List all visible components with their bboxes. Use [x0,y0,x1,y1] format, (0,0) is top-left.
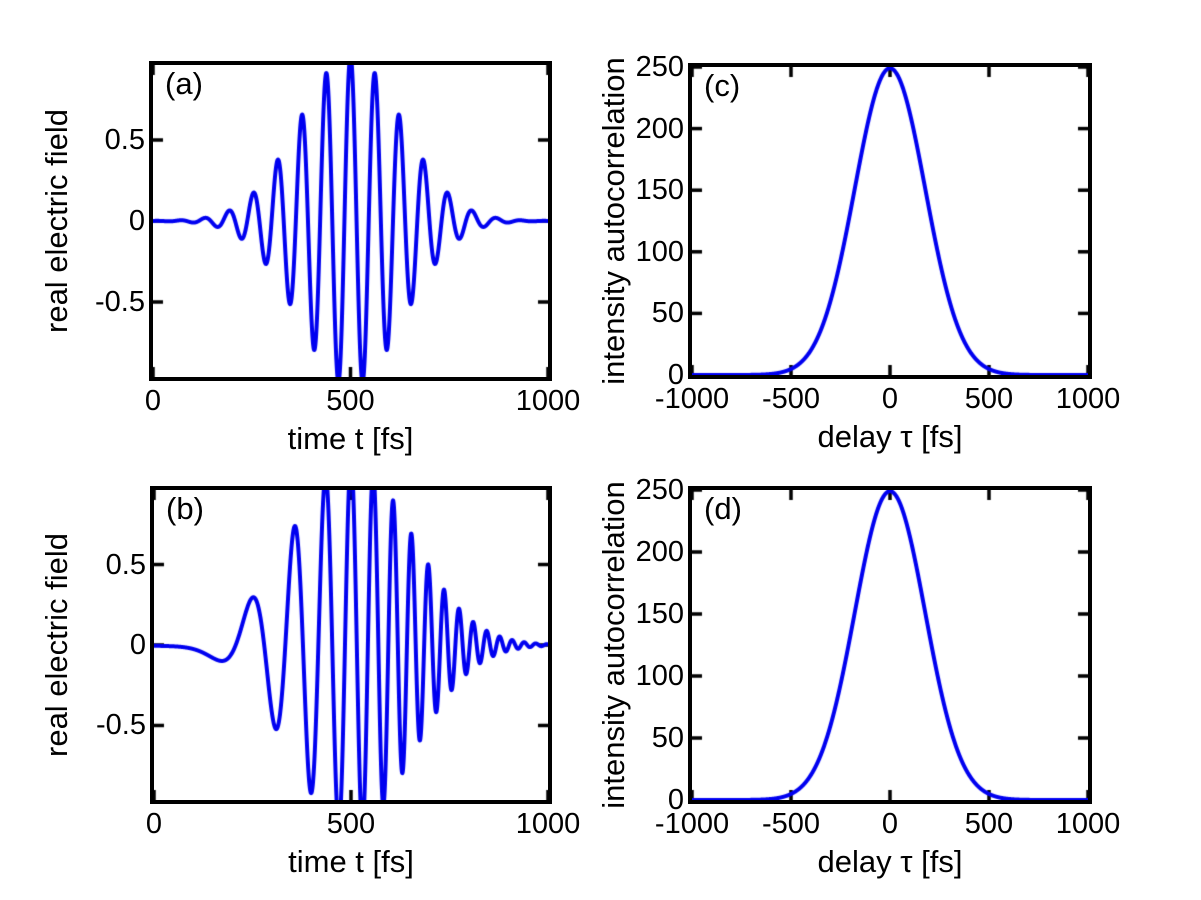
y-tick-label: 150 [635,598,684,630]
y-tick-label: 50 [651,297,684,330]
y-tick-label: 250 [635,51,684,83]
x-tick-label: 0 [145,808,163,840]
y-axis-label: intensity autocorrelation [596,481,631,809]
plot-canvas-a [153,65,548,377]
x-axis-label: delay τ [fs] [817,844,963,879]
panel-a: (a) time t [fs] real electric field 0 500… [39,61,580,456]
y-tick-label: 0 [667,359,684,391]
x-tick-label: -1000 [654,808,730,840]
x-tick-label: 500 [326,385,375,417]
y-tick-label: 250 [635,474,684,506]
x-tick-label: -1000 [654,383,730,415]
x-tick-label: 500 [326,808,376,840]
panel-letter-d: (d) [704,491,742,526]
x-tick-label: 0 [144,385,162,417]
panel-letter-a: (a) [165,66,203,101]
y-tick-label: 150 [635,174,684,207]
x-tick-label: 500 [964,808,1014,840]
x-tick-label: 0 [881,383,899,415]
x-tick-label: 500 [964,383,1014,415]
x-tick-label: 1000 [515,808,581,840]
x-axis-label: time t [fs] [287,421,414,456]
y-tick-label: 200 [635,112,684,145]
plot-canvas-b [154,490,548,800]
y-tick-label: -0.5 [95,285,145,318]
x-tick-label: 0 [881,808,899,840]
y-tick-label: -0.5 [96,709,146,742]
y-tick-label: 100 [635,235,684,268]
x-tick-label: 1000 [1055,808,1121,840]
y-tick-label: 0.5 [105,548,146,581]
x-axis-label: time t [fs] [288,844,414,879]
panel-d: (d) delay τ [fs] intensity autocorrelati… [596,474,1120,879]
x-tick-label: 1000 [515,385,581,417]
x-tick-label: -500 [761,383,821,415]
plot-canvas-c [692,67,1088,375]
y-tick-label: 0 [128,205,145,237]
y-tick-label: 200 [635,536,684,568]
plot-canvas-d [692,490,1088,800]
x-axis-label: delay τ [fs] [817,419,963,454]
panel-letter-c: (c) [704,68,741,103]
y-tick-label: 0 [667,784,684,816]
x-tick-label: -500 [761,808,821,840]
y-tick-label: 100 [635,660,684,692]
panel-b: (b) time t [fs] real electric field 0 500… [39,486,580,879]
y-tick-label: 0 [129,629,146,661]
x-tick-label: 1000 [1055,383,1121,415]
y-tick-label: 0.5 [104,124,145,156]
panel-letter-b: (b) [166,491,204,526]
y-tick-label: 50 [651,722,684,754]
panel-c: (c) delay τ [fs] intensity autocorrelati… [596,51,1120,454]
